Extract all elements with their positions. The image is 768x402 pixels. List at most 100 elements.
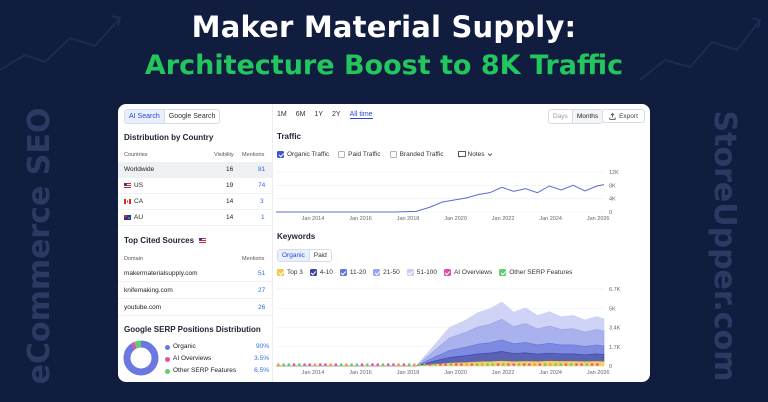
legend-item[interactable]: 11-20 <box>339 269 366 276</box>
source-mentions[interactable]: 51 <box>258 270 266 277</box>
cited-sources-title-text: Top Cited Sources <box>124 236 195 245</box>
serp-feature-marker <box>590 363 594 366</box>
serp-feature-marker <box>538 363 542 366</box>
serp-feature-marker <box>392 363 395 366</box>
source-row[interactable]: knifemaking.com 27 <box>118 283 272 299</box>
serp-feature-marker <box>407 363 411 366</box>
legend-item[interactable]: AI Overviews <box>443 269 492 276</box>
organic-tab[interactable]: Organic <box>278 250 310 261</box>
country-cell: CA <box>124 198 143 205</box>
paid-traffic-checkbox[interactable] <box>338 151 346 158</box>
serp-feature-marker <box>360 363 364 366</box>
country-mentions[interactable]: 74 <box>258 182 266 189</box>
source-domain: makermaterialsupply.com <box>124 270 198 277</box>
country-mentions[interactable]: 3 <box>260 198 264 205</box>
country-row[interactable]: AU 14 1 <box>118 210 272 226</box>
x-tick-label: Jan 2016 <box>349 216 372 222</box>
serp-legend-other: Other SERP Features 6.5% <box>165 367 269 377</box>
serp-feature-marker <box>297 363 301 366</box>
legend-checkbox[interactable] <box>373 269 381 276</box>
x-tick-label: Jan 2014 <box>302 216 325 222</box>
serp-feature-marker <box>481 363 484 366</box>
legend-value: 3.5% <box>254 355 269 362</box>
range-all-time[interactable]: All time <box>349 111 373 119</box>
y-tick-label: 8K <box>609 183 616 189</box>
serp-feature-marker <box>507 363 510 366</box>
x-tick-label: Jan 2018 <box>397 370 420 376</box>
country-visibility: 14 <box>226 198 234 205</box>
us-flag-icon <box>124 182 131 188</box>
serp-feature-marker <box>381 363 385 366</box>
legend-item[interactable]: 51-100 <box>406 269 437 276</box>
legend-label: Other SERP Features <box>173 367 237 374</box>
legend-label: Top 3 <box>287 269 303 276</box>
export-button[interactable]: Export <box>602 109 645 123</box>
country-row[interactable]: CA 14 3 <box>118 194 272 210</box>
legend-checkbox[interactable] <box>406 269 414 276</box>
x-tick-label: Jan 2020 <box>444 370 467 376</box>
x-tick-label: Jan 2016 <box>349 370 372 376</box>
left-panel: AI Search Google Search Distribution by … <box>118 104 273 382</box>
serp-feature-marker <box>345 363 348 366</box>
organic-traffic-checkbox[interactable] <box>277 151 284 158</box>
country-row[interactable]: Worldwide 16 81 <box>118 162 272 178</box>
google-search-tab[interactable]: Google Search <box>168 113 216 120</box>
notes-icon <box>457 151 466 158</box>
x-tick-label: Jan 2024 <box>539 216 562 222</box>
range-2y[interactable]: 2Y <box>332 111 341 118</box>
months-button[interactable]: Months <box>571 110 603 123</box>
country-mentions[interactable]: 81 <box>258 166 266 173</box>
serp-feature-marker <box>428 363 432 366</box>
cited-sources-title: Top Cited Sources <box>124 236 209 245</box>
legend-item[interactable]: 4-10 <box>309 269 333 276</box>
range-1y[interactable]: 1Y <box>314 111 324 118</box>
ca-flag-icon <box>124 198 131 204</box>
notes-dropdown[interactable]: Notes <box>467 151 485 158</box>
headline-line2: Architecture Boost to 8K Traffic <box>144 50 624 81</box>
area-series <box>276 360 605 367</box>
serp-feature-marker <box>277 363 280 366</box>
country-mentions[interactable]: 1 <box>261 214 265 221</box>
days-button[interactable]: Days <box>553 113 568 120</box>
legend-label: 4-10 <box>319 269 333 276</box>
range-6m[interactable]: 6M <box>295 111 306 118</box>
range-1m[interactable]: 1M <box>277 111 287 118</box>
right-panel: 1M 6M 1Y 2Y All time Days Months Export … <box>274 104 650 382</box>
x-tick-label: Jan 2022 <box>492 216 515 222</box>
legend-checkbox[interactable] <box>309 269 317 276</box>
source-mentions[interactable]: 26 <box>258 304 266 311</box>
export-label: Export <box>619 112 638 120</box>
serp-feature-marker <box>496 363 500 366</box>
legend-item[interactable]: Other SERP Features <box>499 269 572 276</box>
source-row[interactable]: makermaterialsupply.com 51 <box>118 266 272 282</box>
branded-traffic-checkbox[interactable] <box>389 151 397 158</box>
ai-search-tab[interactable]: AI Search <box>125 110 165 123</box>
dashboard-card: AI Search Google Search Distribution by … <box>118 104 650 382</box>
country-visibility: 14 <box>226 214 234 221</box>
country-visibility: 19 <box>226 182 234 189</box>
serp-feature-marker <box>287 363 291 366</box>
serp-feature-marker <box>580 363 583 366</box>
paid-tab[interactable]: Paid <box>313 252 327 259</box>
serp-legend-ai-overviews: AI Overviews 3.5% <box>165 355 269 365</box>
legend-item[interactable]: Top 3 <box>277 269 303 276</box>
au-flag-icon <box>124 214 131 220</box>
serp-feature-marker <box>475 363 479 366</box>
country-row[interactable]: US 19 74 <box>118 178 272 194</box>
range-tabs: 1M 6M 1Y 2Y All time <box>277 111 373 119</box>
legend-dot <box>165 357 170 362</box>
legend-checkbox[interactable] <box>339 269 347 276</box>
legend-checkbox[interactable] <box>443 269 451 276</box>
legend-checkbox[interactable] <box>277 269 284 276</box>
source-row[interactable]: youtube.com 26 <box>118 300 272 316</box>
organic-traffic-label: Organic Traffic <box>287 151 330 158</box>
country-name: US <box>134 182 144 189</box>
legend-checkbox[interactable] <box>499 269 507 276</box>
export-icon <box>609 112 616 120</box>
serp-feature-marker <box>334 363 338 366</box>
source-mentions[interactable]: 27 <box>258 287 266 294</box>
y-tick-label: 3.4K <box>609 326 621 332</box>
legend-item[interactable]: 21-50 <box>373 269 400 276</box>
y-tick-label: 1.7K <box>609 345 621 351</box>
